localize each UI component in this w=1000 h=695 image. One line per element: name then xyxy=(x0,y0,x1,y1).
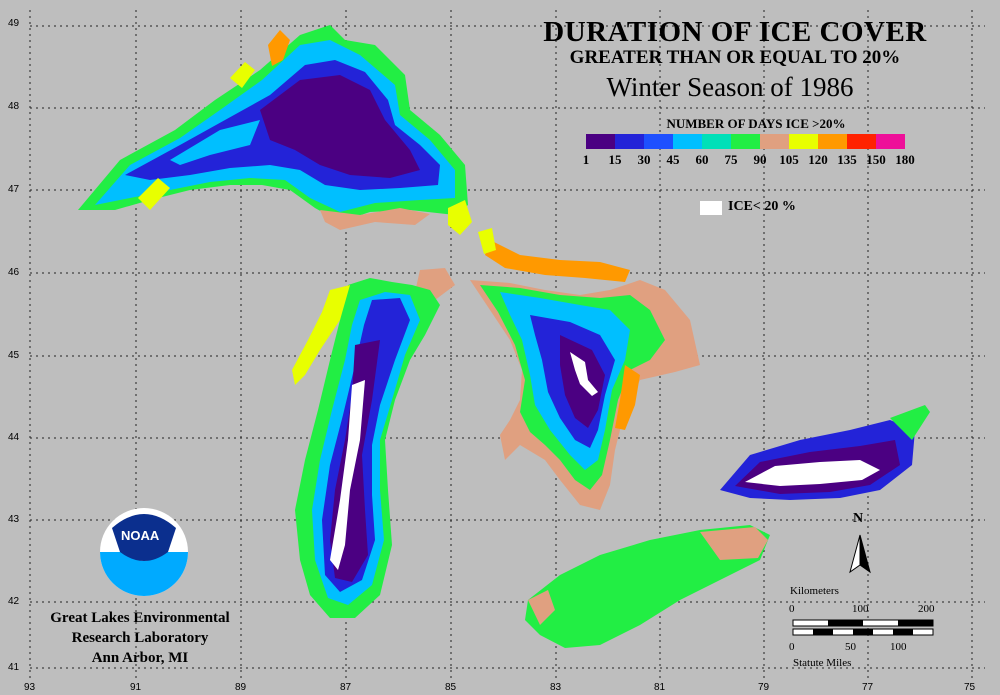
lat-label: 41 xyxy=(8,662,20,673)
lon-label: 93 xyxy=(24,682,36,693)
lon-label: 77 xyxy=(862,682,874,693)
legend-tick: 180 xyxy=(895,152,915,167)
legend-swatch xyxy=(876,134,905,149)
north-arrow-icon xyxy=(849,534,871,574)
lon-label: 87 xyxy=(340,682,352,693)
lat-label: 49 xyxy=(8,18,20,29)
north-channel xyxy=(415,228,630,300)
km-tick: 100 xyxy=(852,603,869,615)
legend-swatch xyxy=(760,134,789,149)
lon-label: 81 xyxy=(654,682,666,693)
lat-label: 43 xyxy=(8,514,20,525)
lake-michigan xyxy=(292,278,440,618)
legend-swatch xyxy=(673,134,702,149)
lat-label: 42 xyxy=(8,596,20,607)
lon-label: 91 xyxy=(130,682,142,693)
lon-label: 85 xyxy=(445,682,457,693)
legend-tick: 90 xyxy=(753,152,767,167)
main-title: DURATION OF ICE COVER xyxy=(543,16,927,48)
legend-tick: 1 xyxy=(582,152,590,167)
legend-swatch xyxy=(818,134,847,149)
lab-line-3: Ann Arbor, MI xyxy=(91,650,189,666)
legend-swatch xyxy=(789,134,818,149)
km-tick: 0 xyxy=(789,603,795,615)
legend-swatch xyxy=(586,134,615,149)
lat-label: 47 xyxy=(8,184,20,195)
ice-label: ICE< 20 % xyxy=(728,199,796,214)
mi-label: Statute Miles xyxy=(793,657,852,669)
legend-tick: 30 xyxy=(637,152,651,167)
lake-erie xyxy=(525,525,770,648)
lon-label: 75 xyxy=(964,682,976,693)
lat-label: 45 xyxy=(8,350,20,361)
km-tick: 200 xyxy=(918,603,935,615)
legend-tick: 120 xyxy=(808,152,828,167)
lake-ontario xyxy=(720,405,930,500)
legend-tick: 45 xyxy=(666,152,680,167)
legend-tick: 75 xyxy=(724,152,738,167)
legend-swatch xyxy=(731,134,760,149)
scale-bars xyxy=(792,619,934,636)
lake-huron xyxy=(470,280,700,510)
legend-tick: 15 xyxy=(608,152,622,167)
lat-label: 46 xyxy=(8,267,20,278)
lat-label: 48 xyxy=(8,101,20,112)
lab-line-2: Research Laboratory xyxy=(71,630,209,646)
legend-tick: 105 xyxy=(779,152,799,167)
logo-text: NOAA xyxy=(121,528,160,543)
mi-tick: 50 xyxy=(845,641,856,653)
lake-superior xyxy=(78,25,472,235)
legend-swatch xyxy=(702,134,731,149)
legend-swatch xyxy=(644,134,673,149)
legend-tick: 150 xyxy=(866,152,886,167)
legend-swatch xyxy=(847,134,876,149)
lat-label: 44 xyxy=(8,432,20,443)
ice-swatch xyxy=(700,201,722,215)
season-label: Winter Season of 1986 xyxy=(606,72,854,102)
km-label: Kilometers xyxy=(790,585,839,597)
noaa-logo xyxy=(100,508,188,596)
subtitle: GREATER THAN OR EQUAL TO 20% xyxy=(569,47,901,68)
legend-swatch xyxy=(615,134,644,149)
legend-title: NUMBER OF DAYS ICE >20% xyxy=(666,116,846,131)
north-label: N xyxy=(853,511,864,526)
legend-tick: 135 xyxy=(837,152,857,167)
lon-label: 83 xyxy=(550,682,562,693)
lab-line-1: Great Lakes Environmental xyxy=(50,610,230,626)
mi-tick: 100 xyxy=(890,641,907,653)
lon-label: 89 xyxy=(235,682,247,693)
legend-tick: 60 xyxy=(695,152,709,167)
lon-label: 79 xyxy=(758,682,770,693)
mi-tick: 0 xyxy=(789,641,795,653)
